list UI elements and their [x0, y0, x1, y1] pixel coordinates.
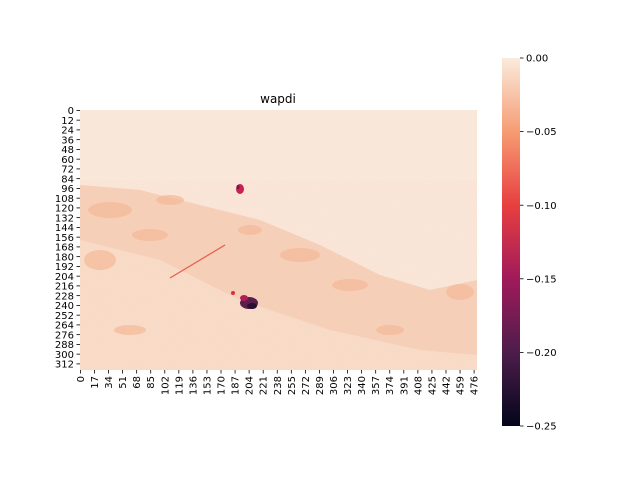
- x-tick-label: 34: [104, 376, 115, 389]
- heatmap-grain: [80, 180, 477, 370]
- x-tick-label: 102: [160, 376, 171, 395]
- x-tick-label: 204: [245, 376, 256, 395]
- y-tick-label: 72: [61, 165, 74, 176]
- x-tick-label: 238: [273, 376, 284, 395]
- y-tick-label: 180: [55, 252, 74, 263]
- heatmap-area: [80, 110, 477, 370]
- y-tick-label: 24: [61, 126, 74, 137]
- y-tick-label: 12: [61, 116, 74, 127]
- x-tick-label: 272: [301, 376, 312, 395]
- x-tick-label: 476: [470, 376, 481, 395]
- y-tick-label: 192: [55, 262, 74, 273]
- x-tick-label: 408: [413, 376, 424, 395]
- colorbar-tick-label: −0.20: [526, 348, 557, 359]
- heatmap-highlights: [169, 184, 258, 309]
- y-tick-label: 60: [61, 155, 74, 166]
- colorbar-tick-label: −0.05: [526, 127, 557, 138]
- y-tick-label: 264: [55, 321, 74, 332]
- colorbar-tick-label: −0.10: [526, 201, 557, 212]
- y-tick-label: 168: [55, 243, 74, 254]
- y-tick-label: 108: [55, 194, 74, 205]
- x-tick-label: 153: [202, 376, 213, 395]
- colorbar-ticks: 0.00 −0.05 −0.10 −0.15 −0.20 −0.25: [520, 54, 557, 433]
- x-tick-label: 306: [329, 376, 340, 395]
- x-tick-label: 425: [427, 376, 438, 395]
- y-tick-label: 144: [55, 223, 74, 234]
- y-tick-label: 132: [55, 213, 74, 224]
- y-tick-label: 84: [61, 174, 74, 185]
- colorbar: [502, 58, 520, 426]
- y-tick-label: 36: [61, 135, 74, 146]
- y-tick-label: 312: [55, 360, 74, 371]
- y-tick-label: 48: [61, 145, 74, 156]
- y-tick-label: 288: [55, 340, 74, 351]
- y-tick-label: 300: [55, 350, 74, 361]
- x-tick-label: 221: [259, 376, 270, 395]
- x-tick-label: 374: [385, 376, 396, 395]
- x-tick-label: 68: [132, 376, 143, 389]
- x-axis-ticks: 0 17 34 51 68 85 102 119 136 153 170 187 204 221 238 25…: [76, 370, 481, 395]
- x-tick-label: 85: [146, 376, 157, 389]
- x-tick-label: 0: [76, 376, 87, 382]
- y-tick-label: 204: [55, 272, 74, 283]
- x-tick-label: 340: [357, 376, 368, 395]
- y-tick-label: 228: [55, 291, 74, 302]
- colorbar-tick-label: −0.15: [526, 274, 557, 285]
- x-tick-label: 391: [399, 376, 410, 395]
- chart-title: wapdi: [260, 92, 296, 106]
- x-tick-label: 289: [315, 376, 326, 395]
- y-tick-label: 216: [55, 282, 74, 293]
- x-tick-label: 51: [118, 376, 129, 389]
- y-tick-label: 276: [55, 330, 74, 341]
- x-tick-label: 255: [287, 376, 298, 395]
- x-tick-label: 323: [343, 376, 354, 395]
- y-tick-label: 0: [68, 106, 74, 117]
- x-tick-label: 119: [174, 376, 185, 395]
- y-tick-label: 252: [55, 311, 74, 322]
- y-axis-ticks: 0122436486072849610812013214415616818019…: [55, 106, 80, 371]
- colorbar-tick-label: 0.00: [526, 54, 548, 65]
- x-tick-label: 357: [371, 376, 382, 395]
- x-tick-label: 136: [188, 376, 199, 395]
- y-tick-label: 240: [55, 301, 74, 312]
- y-tick-label: 156: [55, 233, 74, 244]
- x-tick-label: 170: [217, 376, 228, 395]
- x-tick-label: 459: [456, 376, 467, 395]
- y-tick-label: 96: [61, 184, 74, 195]
- x-tick-label: 17: [90, 376, 101, 389]
- x-tick-label: 187: [231, 376, 242, 395]
- y-tick-label: 120: [55, 204, 74, 215]
- x-tick-label: 442: [441, 376, 452, 395]
- colorbar-tick-label: −0.25: [526, 422, 557, 433]
